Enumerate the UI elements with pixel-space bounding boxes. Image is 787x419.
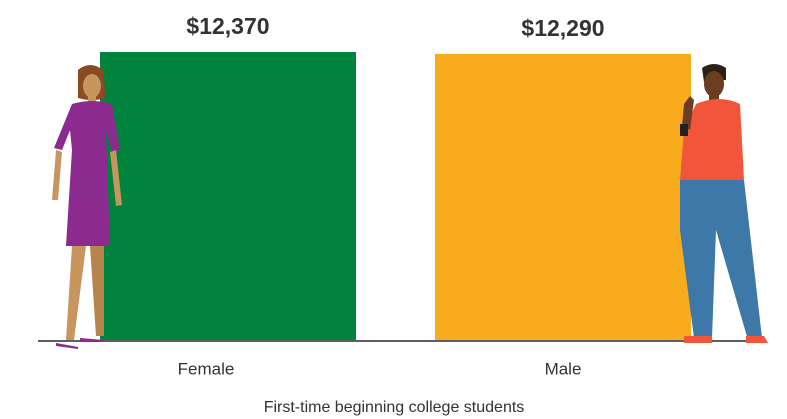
value-label: $12,290 (521, 15, 604, 41)
value-label: $12,370 (186, 13, 269, 39)
bar (100, 52, 356, 341)
category-label: Male (545, 359, 582, 378)
bars (100, 52, 691, 341)
chart: First-time beginning college students $1… (0, 0, 787, 419)
man-illustration (680, 64, 768, 343)
x-axis-label: First-time beginning college students (264, 399, 525, 416)
bar (435, 54, 691, 341)
category-label: Female (178, 359, 235, 378)
